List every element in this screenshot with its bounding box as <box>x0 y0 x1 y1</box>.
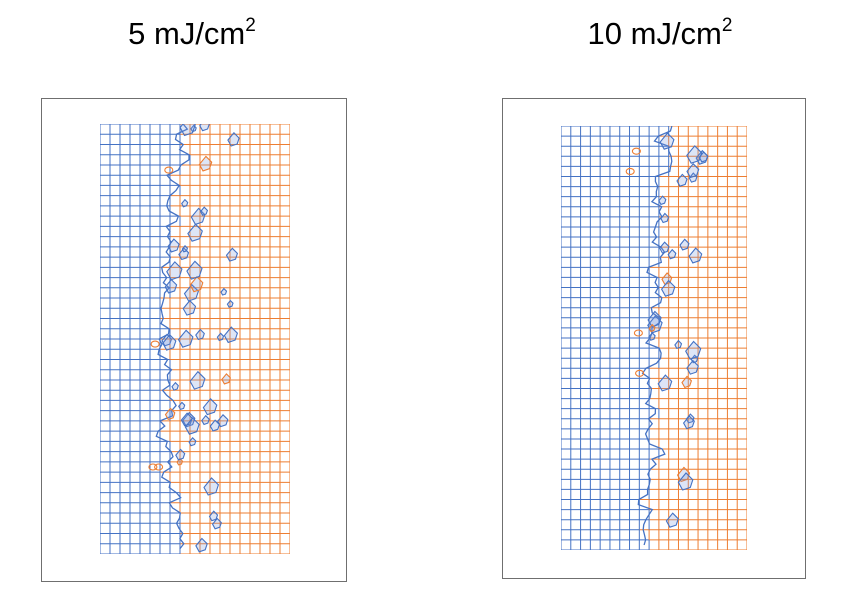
phase-island <box>178 401 186 411</box>
phase-island <box>658 195 667 206</box>
phase-island <box>167 238 180 253</box>
phase-island <box>199 206 209 216</box>
phase-island <box>679 238 690 251</box>
phase-island <box>164 407 176 421</box>
phase-island <box>227 131 240 147</box>
phase-island <box>686 359 699 375</box>
phase-island <box>676 173 688 187</box>
phase-speck <box>148 463 158 471</box>
phase-island <box>216 332 225 342</box>
phase-island <box>211 517 222 530</box>
phase-speck <box>625 167 635 175</box>
phase-island <box>171 381 179 391</box>
phase-island <box>657 374 673 392</box>
phase-island <box>220 287 228 296</box>
phase-island <box>647 310 662 328</box>
phase-speck <box>631 147 641 155</box>
mesh-lines <box>100 124 290 554</box>
phase-island <box>674 339 683 350</box>
phase-island <box>202 397 218 416</box>
phase-island <box>660 212 670 224</box>
phase-island <box>189 275 204 293</box>
phase-island <box>659 132 675 150</box>
phase-island <box>181 198 189 208</box>
phase-island <box>187 223 203 242</box>
phase-island <box>221 373 232 385</box>
phase-island <box>199 124 210 132</box>
phase-island <box>195 328 205 341</box>
phase-island <box>164 278 178 294</box>
phase-island <box>665 512 679 528</box>
phase-island <box>648 332 656 341</box>
phase-island <box>188 436 197 447</box>
phase-island <box>179 124 196 137</box>
phase-island <box>177 329 194 348</box>
phase-island <box>176 457 184 466</box>
phase-island <box>203 477 220 496</box>
phase-island <box>175 448 186 461</box>
phase-mesh-10mj <box>561 126 747 550</box>
phase-island <box>647 315 663 334</box>
mesh-lines <box>561 126 747 550</box>
phase-island <box>225 247 239 262</box>
phase-island <box>208 510 219 522</box>
phase-island <box>186 260 203 280</box>
phase-island <box>686 145 703 164</box>
panel-title-superscript: 2 <box>245 15 256 36</box>
phase-island <box>189 370 206 390</box>
phase-island <box>677 472 694 491</box>
phase-boundary <box>155 124 190 550</box>
phase-island <box>166 261 183 281</box>
phase-speck <box>633 329 643 337</box>
phase-island <box>226 299 234 308</box>
phase-island <box>686 162 700 179</box>
phase-island <box>685 340 702 360</box>
panel-title-superscript: 2 <box>721 15 733 36</box>
panel-title-text: 10 mJ/cm <box>587 16 722 51</box>
phase-island <box>648 323 656 333</box>
phase-island <box>688 247 703 264</box>
panel-title-10mj: 10 mJ/cm2 <box>510 16 810 52</box>
phase-speck <box>150 340 160 348</box>
phase-island <box>682 415 695 430</box>
phase-boundary <box>637 126 673 546</box>
phase-island <box>223 326 239 344</box>
phase-island <box>181 244 189 253</box>
phase-mesh-5mj <box>100 124 290 554</box>
phase-island <box>676 466 691 483</box>
phase-island <box>667 248 677 260</box>
phase-island <box>201 414 210 426</box>
phase-island <box>161 333 173 347</box>
phase-island <box>217 413 229 428</box>
phase-speck <box>164 166 174 174</box>
phase-speck <box>154 463 164 471</box>
phase-island <box>198 155 213 172</box>
phase-island <box>162 333 177 351</box>
panel-title-text: 5 mJ/cm <box>128 16 246 51</box>
phase-island <box>659 241 670 254</box>
mesh-frame-5mj <box>41 98 347 582</box>
phase-island <box>182 299 197 316</box>
phase-island <box>184 417 200 435</box>
phase-island <box>195 537 208 553</box>
panel-title-5mj: 5 mJ/cm2 <box>42 16 342 52</box>
phase-island <box>182 411 196 428</box>
phase-island <box>660 279 676 297</box>
phase-speck <box>635 369 645 377</box>
phase-island <box>681 375 693 389</box>
